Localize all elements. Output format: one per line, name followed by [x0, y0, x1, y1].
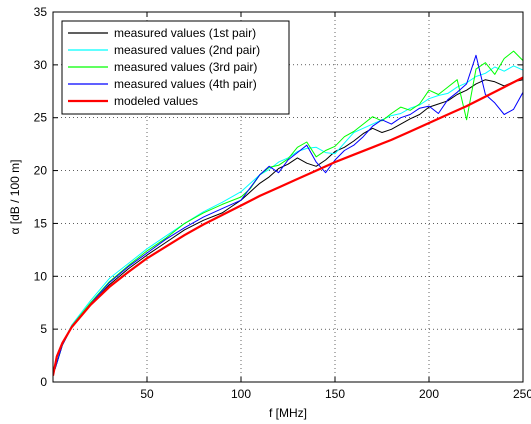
y-tick-label: 30 [34, 58, 48, 72]
series-lines [53, 50, 523, 376]
y-tick-label: 25 [34, 111, 48, 125]
series-line-3 [54, 50, 523, 370]
legend: measured values (1st pair) measured value… [61, 20, 290, 115]
x-tick-label: 100 [231, 387, 251, 401]
x-tick-label: 150 [325, 387, 345, 401]
legend-label: measured values (4th pair) [114, 77, 257, 91]
y-tick-label: 10 [34, 269, 48, 283]
series-line-5 [53, 76, 523, 376]
legend-label: measured values (3rd pair) [114, 60, 257, 74]
y-axis-label: α [dB / 100 m] [8, 160, 22, 235]
y-tick-label: 15 [34, 216, 48, 230]
x-tick-label: 50 [140, 387, 154, 401]
legend-label: measured values (2nd pair) [114, 43, 260, 57]
series-line-4 [54, 54, 523, 370]
axis-ticks: 50 100 150 200 250 0 5 10 15 20 25 30 35 [34, 5, 531, 401]
y-tick-label: 20 [34, 164, 48, 178]
y-tick-label: 5 [40, 322, 47, 336]
series-line-1 [54, 79, 523, 370]
x-tick-label: 250 [513, 387, 531, 401]
legend-label: measured values (1st pair) [114, 26, 256, 40]
legend-label: modeled values [114, 94, 198, 108]
x-tick-label: 200 [419, 387, 439, 401]
x-axis-label: f [MHz] [269, 406, 307, 420]
plot-frame [52, 11, 524, 383]
y-tick-label: 35 [34, 5, 48, 19]
y-tick-label: 0 [40, 375, 47, 389]
